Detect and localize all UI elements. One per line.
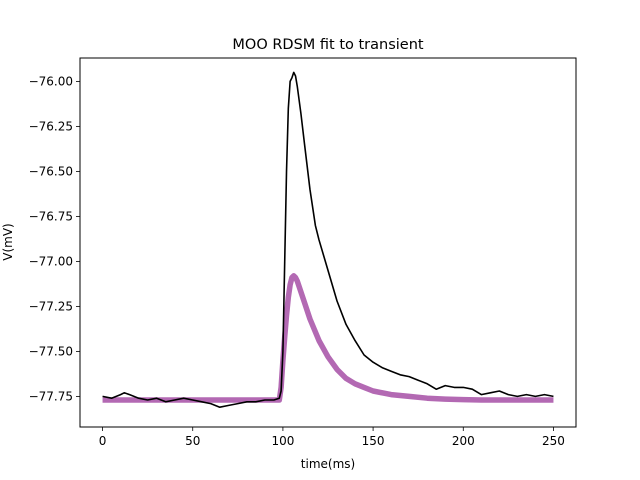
series-line-1 <box>102 273 554 403</box>
x-tick-label: 50 <box>185 434 200 448</box>
y-tick-label: −77.25 <box>29 299 73 313</box>
x-tick-label: 100 <box>271 434 294 448</box>
x-axis: 0 50 100 150 200 250 <box>99 427 565 448</box>
y-tick-label: −76.00 <box>29 74 73 88</box>
y-axis-label: V(mV) <box>1 223 15 260</box>
x-tick-label: 150 <box>362 434 385 448</box>
chart-title: MOO RDSM fit to transient <box>232 37 424 53</box>
plot-frame <box>79 57 577 428</box>
y-tick-label: −76.50 <box>29 164 73 178</box>
x-axis-label: time(ms) <box>301 457 355 471</box>
x-tick-label: 250 <box>542 434 565 448</box>
y-axis: −77.75 −77.50 −77.25 −77.00 −76.75 −76.50 −76.… <box>29 74 80 403</box>
x-tick-label: 200 <box>452 434 475 448</box>
y-tick-label: −77.00 <box>29 254 73 268</box>
y-tick-label: −76.25 <box>29 119 73 133</box>
x-tick-label: 0 <box>99 434 107 448</box>
y-tick-label: −77.50 <box>29 344 73 358</box>
y-tick-label: −77.75 <box>29 389 73 403</box>
y-tick-label: −76.75 <box>29 209 73 223</box>
series-layer <box>102 71 554 409</box>
series-line-2 <box>102 71 554 409</box>
plot-area <box>79 57 577 428</box>
